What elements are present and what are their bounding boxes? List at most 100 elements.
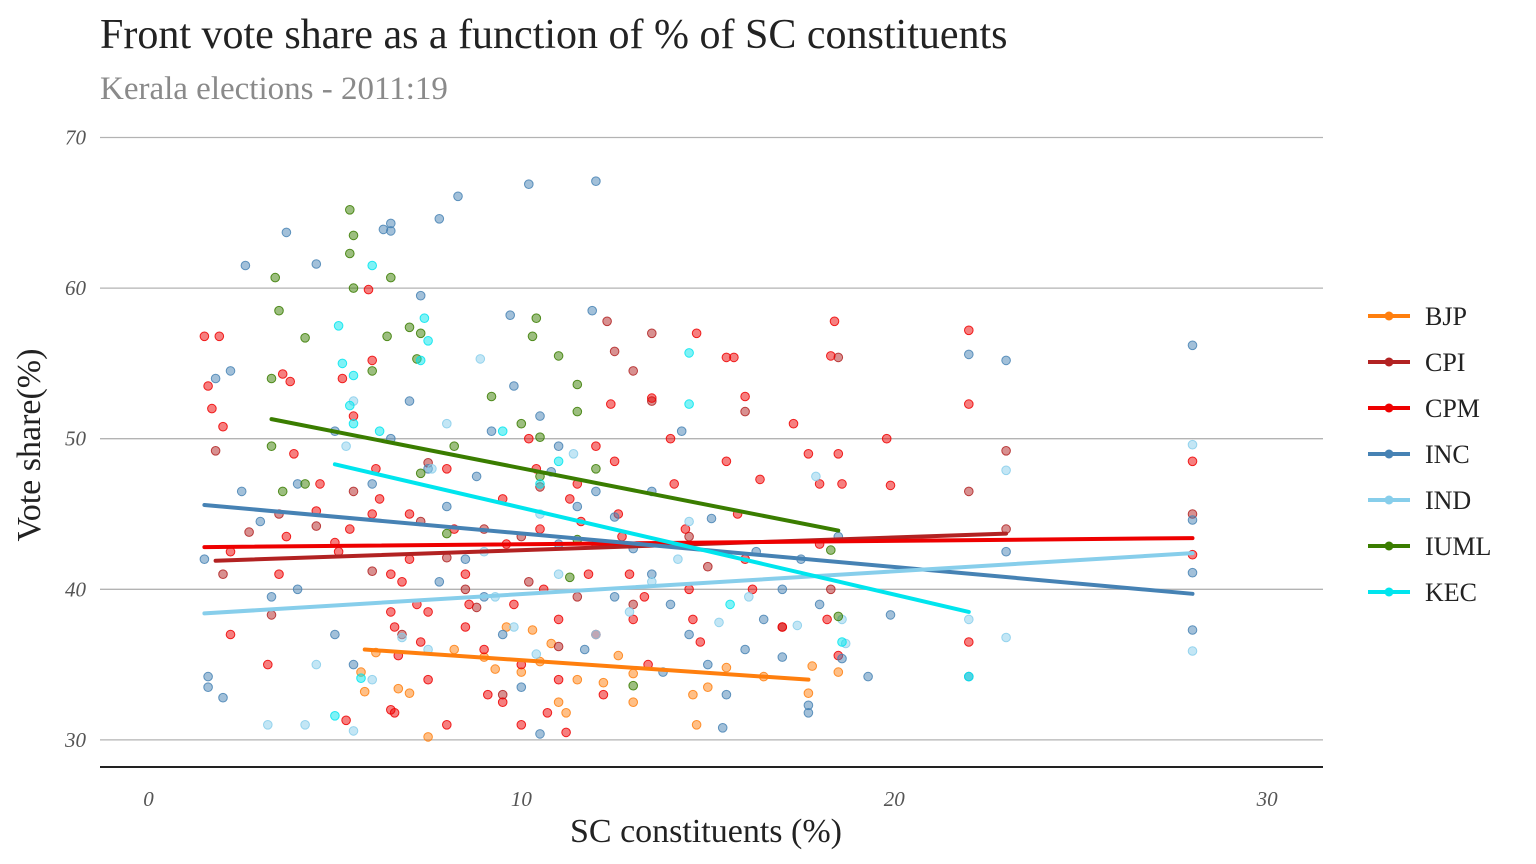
point-cpi — [460, 584, 471, 595]
point-cpm — [777, 622, 788, 632]
point-bjp — [721, 662, 732, 673]
point-cpi — [572, 592, 583, 602]
point-inc — [255, 516, 266, 527]
point-kec — [348, 418, 359, 429]
point-cpm — [207, 403, 217, 414]
point-iuml — [274, 305, 284, 316]
point-cpi — [647, 328, 657, 339]
point-cpm — [274, 569, 284, 580]
point-kec — [725, 599, 735, 610]
point-iuml — [486, 391, 497, 402]
point-inc — [964, 349, 974, 360]
point-bjp — [393, 683, 404, 694]
point-cpm — [669, 479, 680, 489]
point-kec — [415, 355, 426, 366]
point-inc — [203, 671, 213, 682]
point-cpm — [374, 494, 385, 504]
point-cpm — [755, 474, 765, 485]
point-cpm — [680, 524, 691, 534]
point-cpi — [553, 641, 564, 652]
point-cpi — [964, 486, 974, 497]
point-kec — [330, 711, 340, 721]
y-axis-title: Vote share(%) — [11, 349, 48, 542]
point-inc — [524, 179, 534, 189]
point-inc — [1187, 515, 1198, 525]
point-kec — [367, 260, 378, 271]
point-iuml — [565, 572, 575, 583]
point-inc — [587, 305, 598, 316]
point-cpi — [210, 446, 221, 456]
point-cpm — [609, 456, 620, 467]
point-ind — [263, 720, 273, 730]
point-cpm — [442, 464, 452, 474]
point-cpm — [509, 599, 519, 610]
point-cpm — [524, 433, 534, 444]
point-bjp — [628, 697, 639, 708]
point-cpm — [606, 399, 616, 409]
point-cpi — [826, 584, 836, 595]
point-ind — [714, 617, 724, 628]
point-cpm — [829, 316, 840, 327]
point-inc — [609, 592, 620, 602]
point-iuml — [591, 464, 601, 474]
point-cpm — [721, 456, 732, 467]
point-cpm — [203, 381, 213, 391]
point-bjp — [807, 661, 818, 671]
point-inc — [777, 584, 788, 595]
point-cpm — [833, 449, 844, 459]
point-bjp — [613, 650, 624, 661]
x-tick-label: 10 — [511, 787, 533, 811]
point-cpm — [826, 351, 836, 361]
point-cpm — [367, 355, 378, 366]
point-kec — [684, 399, 694, 409]
point-cpi — [348, 486, 359, 497]
point-cpm — [516, 720, 527, 730]
point-ind — [591, 629, 601, 640]
point-inc — [210, 373, 221, 384]
point-iuml — [553, 351, 564, 361]
point-inc — [758, 614, 769, 625]
x-tick-label: 0 — [143, 787, 154, 811]
point-cpm — [684, 584, 694, 595]
point-cpm — [803, 449, 814, 459]
point-inc — [505, 310, 516, 321]
legend-marker-iuml — [1384, 541, 1394, 551]
point-cpm — [598, 689, 609, 700]
point-iuml — [348, 283, 359, 293]
point-cpi — [609, 346, 620, 357]
point-inc — [516, 682, 527, 693]
trend-lines — [202, 417, 1195, 682]
point-iuml — [348, 230, 359, 241]
point-inc — [863, 671, 873, 682]
point-inc — [535, 411, 545, 421]
point-inc — [404, 396, 415, 406]
point-bjp — [598, 677, 609, 688]
point-cpm — [535, 524, 545, 534]
point-cpm — [1187, 456, 1198, 467]
point-ind — [964, 614, 974, 625]
point-inc — [497, 629, 508, 640]
point-cpm — [263, 659, 273, 670]
point-cpm — [729, 352, 739, 363]
point-ind — [475, 354, 486, 364]
point-cpm — [591, 441, 601, 452]
point-iuml — [386, 272, 396, 283]
point-iuml — [404, 322, 415, 333]
point-cpm — [964, 325, 974, 336]
point-inc — [553, 441, 564, 452]
point-inc — [292, 584, 303, 595]
point-cpi — [628, 599, 639, 610]
point-iuml — [535, 432, 545, 443]
legend-label-ind: IND — [1425, 486, 1471, 515]
point-iuml — [266, 441, 277, 452]
point-ind — [684, 516, 694, 527]
point-cpm — [367, 509, 378, 519]
point-cpm — [423, 674, 433, 685]
point-inc — [740, 644, 750, 655]
point-inc — [703, 659, 713, 670]
point-ind — [811, 471, 821, 482]
point-iuml — [367, 366, 378, 376]
point-inc — [471, 471, 482, 482]
point-inc — [434, 577, 445, 587]
